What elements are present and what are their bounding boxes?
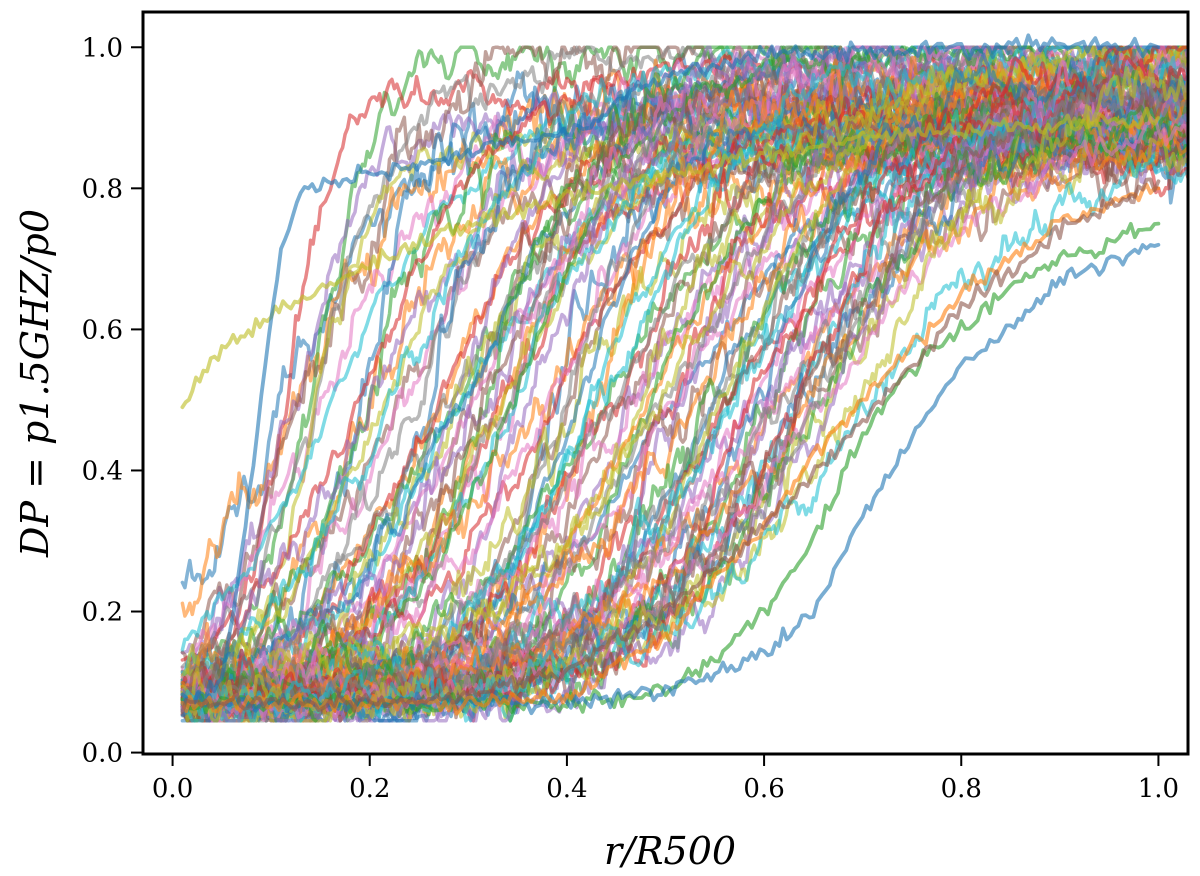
x-tick-label: 0.4: [546, 774, 587, 804]
series-line-105: [180, 177, 1161, 714]
x-tick-label: 0.6: [743, 774, 784, 804]
x-tick-label: 0.0: [152, 774, 193, 804]
y-tick-label: 0.8: [82, 174, 123, 204]
y-axis-title-text: DP = p1.5GHZ/p0: [13, 209, 57, 558]
x-axis-title: r/R500: [604, 829, 736, 873]
x-axis: 0.0 0.2 0.4 0.6 0.8 1.0: [152, 754, 1179, 804]
series-line-101: [180, 33, 1161, 703]
series-line-103: [180, 242, 1161, 716]
series-line-99: [180, 157, 1188, 719]
x-axis-title-text: r/R500: [604, 829, 736, 873]
x-tick-label: 1.0: [1138, 774, 1179, 804]
y-tick-label: 0.0: [82, 739, 123, 769]
series-line-98: [180, 63, 1188, 723]
y-tick-label: 0.6: [82, 315, 123, 345]
series-layer: [180, 33, 1188, 723]
plot-frame: [141, 10, 1190, 756]
y-axis-title: DP = p1.5GHZ/p0: [13, 209, 57, 558]
y-tick-label: 0.4: [82, 456, 123, 486]
series-line-97: [180, 78, 1188, 706]
y-axis: 0.0 0.2 0.4 0.6 0.8 1.0: [82, 33, 143, 769]
y-tick-label: 0.2: [82, 598, 123, 628]
series-line-100: [180, 106, 1161, 410]
x-tick-label: 0.2: [349, 774, 390, 804]
x-tick-label: 0.8: [941, 774, 982, 804]
series-line-92: [180, 104, 1188, 723]
y-tick-label: 1.0: [82, 33, 123, 63]
